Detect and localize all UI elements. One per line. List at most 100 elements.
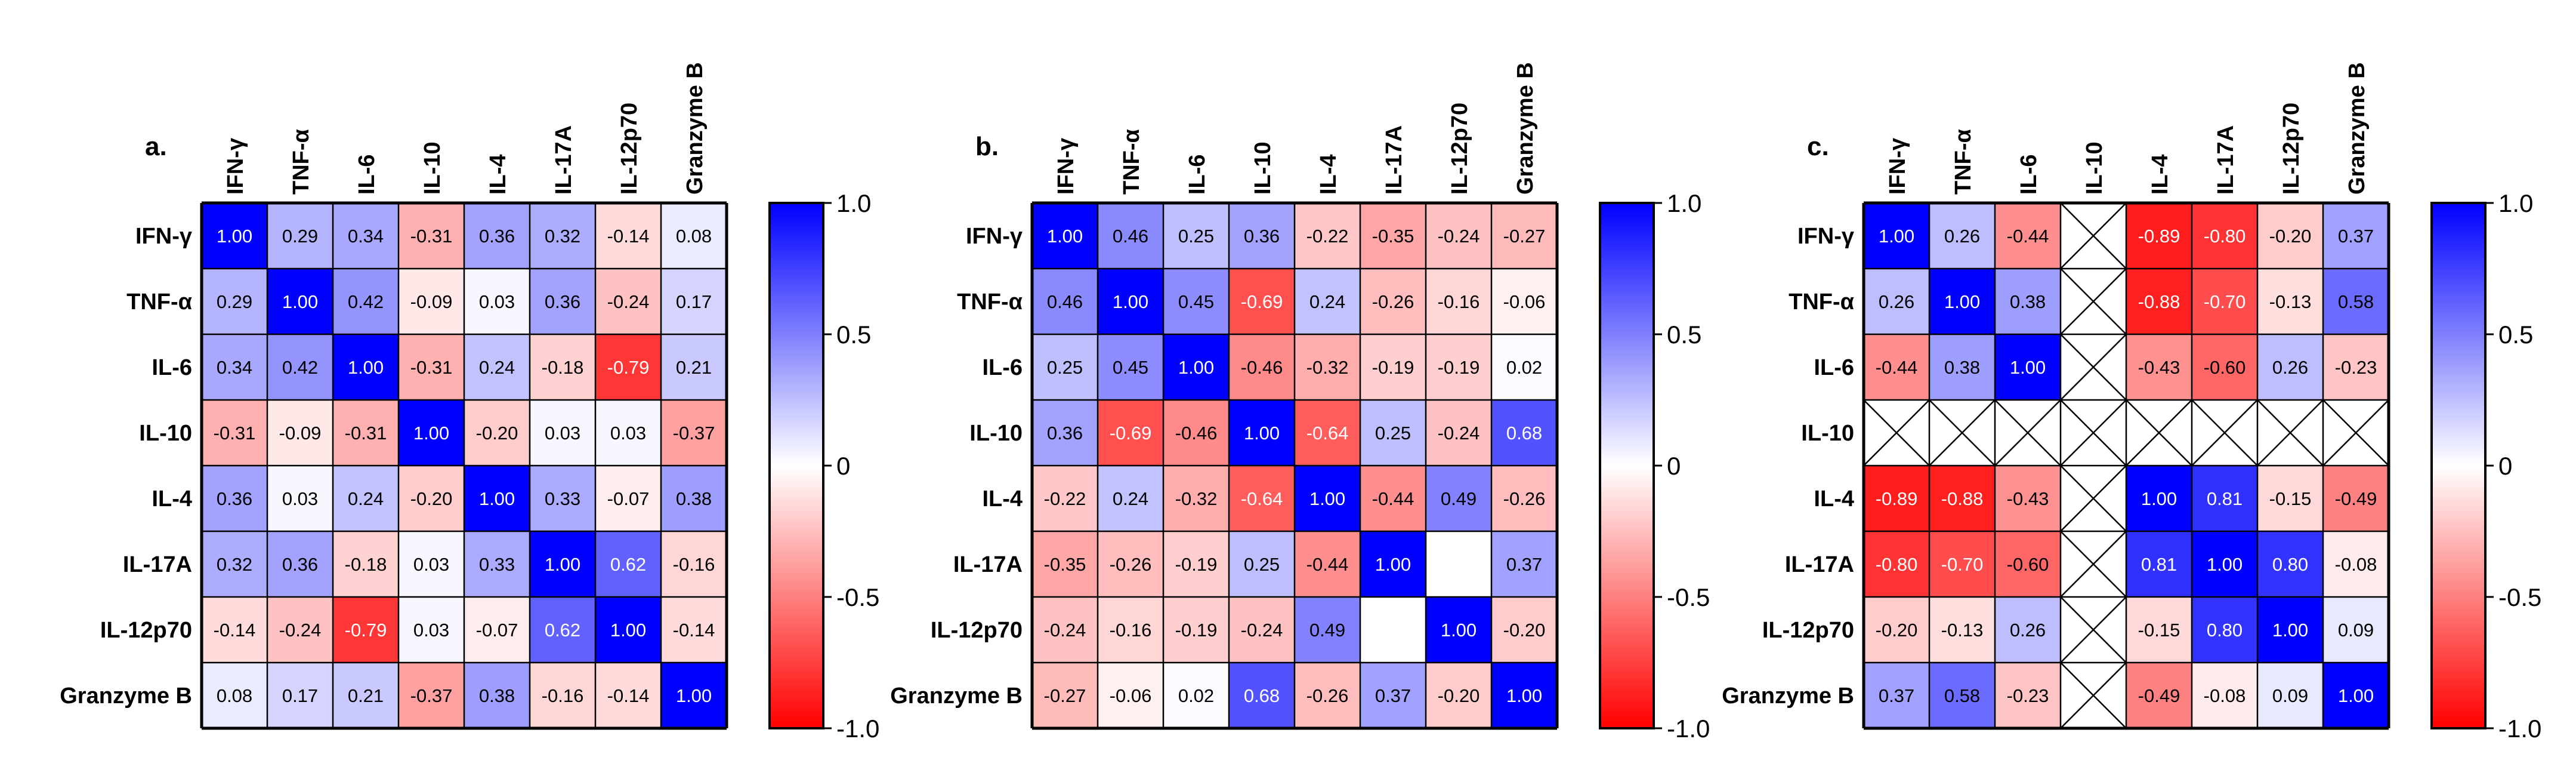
column-label: IFN-γ (1054, 138, 1079, 195)
cell-value-label: -0.23 (2335, 357, 2377, 378)
row-label: IL-4 (982, 487, 1023, 512)
heatmap-cell (1229, 597, 1295, 663)
heatmap-cell (530, 400, 595, 466)
cell-value-label: 0.36 (545, 291, 580, 312)
heatmap-cell (1929, 203, 1995, 269)
heatmap-cell (530, 597, 595, 663)
cell-value-label: 0.21 (676, 357, 712, 378)
column-label: TNF-α (289, 129, 314, 195)
cell-value-label: 1.00 (1506, 685, 1542, 706)
heatmap-cell (2323, 597, 2389, 663)
heatmap-cell (1295, 334, 1360, 400)
cell-value-label: 0.36 (1244, 226, 1280, 247)
cross-line (2060, 399, 2127, 466)
cell-value-label: -0.26 (1306, 685, 1349, 706)
heatmap-cell (1995, 597, 2061, 663)
heatmap-cell (399, 466, 464, 531)
cell-value-label: 0.02 (1506, 357, 1542, 378)
cell-value-label: 1.00 (282, 291, 318, 312)
heatmap-cell (595, 663, 661, 728)
cross-line (2060, 202, 2127, 269)
heatmap-cell (1295, 203, 1360, 269)
cell-value-label: 0.62 (545, 620, 580, 641)
cell-value-label: -0.06 (1110, 685, 1152, 706)
cell-value-label: -0.18 (542, 357, 584, 378)
heatmap-cell (1229, 203, 1295, 269)
heatmap-cell (1163, 334, 1229, 400)
heatmap-cell (1163, 269, 1229, 334)
heatmap-cell (1098, 269, 1163, 334)
heatmap-cell (2323, 466, 2389, 531)
column-label: IL-12p70 (617, 103, 642, 195)
heatmap-cell (1426, 334, 1491, 400)
colorbar-tick-label: 1.0 (1667, 189, 1701, 217)
cell-value-label: -0.15 (2269, 488, 2312, 509)
cell-value-label: 0.49 (1309, 620, 1345, 641)
colorbar-tick-label: -0.5 (836, 583, 879, 611)
heatmap-cell (1098, 334, 1163, 400)
cell-value-label: -0.14 (607, 226, 650, 247)
cell-value-label: 0.62 (610, 554, 646, 575)
heatmap-cell (1098, 466, 1163, 531)
heatmap-cell (595, 269, 661, 334)
cell-value-label: 1.00 (1375, 554, 1411, 575)
column-label: IL-17A (1382, 125, 1407, 195)
heatmap-cell (595, 466, 661, 531)
cell-value-label: -0.80 (2204, 226, 2246, 247)
column-label: Granzyme B (1513, 62, 1538, 195)
heatmap-cell (1360, 334, 1426, 400)
heatmap-cell (661, 269, 727, 334)
heatmap-cell (1295, 597, 1360, 663)
cell-value-label: 0.26 (2010, 620, 2046, 641)
cell-value-label: 1.00 (1441, 620, 1477, 641)
heatmap-cell (267, 269, 333, 334)
heatmap-cell (1098, 597, 1163, 663)
cell-value-label: -0.16 (1438, 291, 1480, 312)
column-label: IL-6 (354, 154, 379, 195)
cross-line (2060, 334, 2127, 401)
cell-value-label: 1.00 (2010, 357, 2046, 378)
cross-line (2191, 399, 2258, 466)
cell-value-label: 1.00 (1309, 488, 1345, 509)
heatmap-cell (661, 531, 727, 597)
cell-value-label: -0.88 (1941, 488, 1984, 509)
row-label: IFN-γ (135, 224, 192, 249)
cell-value-label: -0.20 (1438, 685, 1480, 706)
cell-value-label: -0.79 (607, 357, 650, 378)
cell-value-label: -0.08 (2335, 554, 2377, 575)
heatmap-cell (661, 466, 727, 531)
row-label: IL-6 (1814, 355, 1854, 380)
cell-value-label: -0.20 (476, 423, 518, 444)
row-label: Granzyme B (890, 683, 1023, 709)
heatmap-cell (464, 466, 530, 531)
heatmap-cell (464, 400, 530, 466)
heatmap-cell (399, 663, 464, 728)
cross-line (2060, 596, 2127, 663)
cell-value-label: 0.29 (217, 291, 252, 312)
heatmap-cell (1360, 203, 1426, 269)
cell-value-label: -0.20 (1876, 620, 1918, 641)
cell-value-label: -0.24 (1241, 620, 1283, 641)
cell-value-label: 0.26 (1879, 291, 1914, 312)
colorbar-tick-label: 0.5 (2498, 321, 2533, 349)
colorbar (1599, 202, 1655, 729)
cell-value-label: -0.70 (2204, 291, 2246, 312)
cell-value-label: -0.70 (1941, 554, 1984, 575)
cell-value-label: 0.42 (348, 291, 384, 312)
cell-value-label: -0.89 (1876, 488, 1918, 509)
cell-value-label: -0.24 (1438, 226, 1480, 247)
cell-value-label: 0.29 (282, 226, 318, 247)
heatmap-cell (1360, 531, 1426, 597)
heatmap-cell (2257, 269, 2323, 334)
heatmap-cell (1295, 466, 1360, 531)
heatmap-cell (2126, 531, 2192, 597)
cell-value-label: 1.00 (348, 357, 384, 378)
row-label: IL-12p70 (100, 618, 192, 643)
heatmap-cell (1864, 531, 1929, 597)
heatmap-cell (1491, 269, 1557, 334)
colorbar-tick-label: 0.5 (836, 321, 871, 349)
heatmap-cell (1491, 466, 1557, 531)
heatmap-cell (2126, 203, 2192, 269)
cell-value-label: -0.32 (1306, 357, 1349, 378)
cell-value-label: -0.14 (673, 620, 715, 641)
